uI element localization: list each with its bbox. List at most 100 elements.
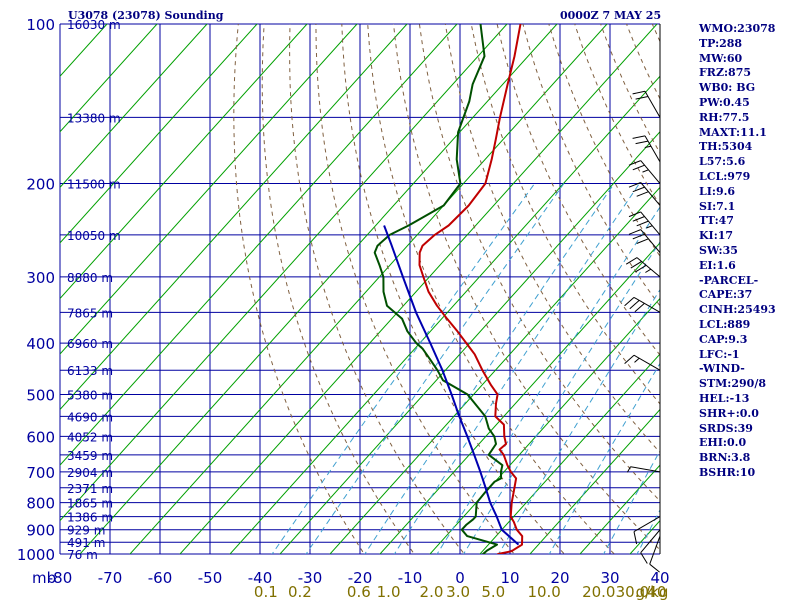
temperature-tick-label: -60: [148, 569, 173, 587]
index-item: MAXT:11.1: [699, 125, 767, 139]
barb-flag: [636, 191, 649, 197]
temperature-tick-label: -20: [348, 569, 373, 587]
barb-flag: [624, 297, 635, 307]
temperature-tick-label: -30: [298, 569, 323, 587]
height-label: 1865 m: [67, 497, 113, 511]
index-item: FRZ:875: [699, 66, 752, 80]
profile-line: [418, 24, 524, 554]
index-item: KI:17: [699, 229, 734, 243]
height-label: 6133 m: [67, 364, 113, 378]
index-item: TH:5304: [699, 140, 753, 154]
wind-barb: [632, 135, 661, 163]
barb-staff: [633, 296, 661, 313]
barb-staff: [636, 257, 661, 278]
mixing-ratio-line: [364, 183, 615, 554]
station-title: U3078 (23078) Sounding: [68, 9, 224, 22]
height-label: 929 m: [67, 524, 105, 538]
skewed-isotherm: [579, 464, 660, 554]
barb-flag: [632, 216, 645, 222]
skewed-isotherm: [60, 24, 258, 244]
skewed-isotherm: [479, 353, 660, 554]
height-label: 2904 m: [67, 466, 113, 480]
barb-staff: [633, 354, 661, 371]
barb-flag: [628, 229, 641, 235]
index-item: BSHR:10: [699, 465, 756, 479]
barb-flag: [635, 96, 649, 100]
barb-staff: [640, 529, 661, 554]
barb-staff: [640, 160, 661, 184]
skewed-isotherm: [129, 24, 608, 554]
skewed-isotherm: [329, 186, 660, 554]
height-label: 2371 m: [67, 482, 113, 496]
skewed-isotherm: [279, 131, 660, 554]
index-item: EI:1.6: [699, 258, 736, 272]
index-item: CAP:9.3: [699, 332, 748, 346]
index-item: SHR+:0.0: [699, 406, 759, 420]
barb-flag: [630, 260, 642, 269]
barb-flag: [640, 552, 648, 564]
skewed-isotherm: [60, 24, 408, 411]
height-label: 10050 m: [67, 229, 121, 243]
temperature-tick-label: 40: [650, 569, 669, 587]
height-label: 1386 m: [67, 511, 113, 525]
height-label: 6960 m: [67, 337, 113, 351]
height-label: 76 m: [67, 548, 98, 562]
index-item: LCL:979: [699, 169, 751, 183]
pressure-tick-label: 700: [26, 464, 55, 482]
barb-half-flag: [644, 145, 652, 148]
barb-half-flag: [626, 466, 631, 473]
temperature-tick-label: 20: [550, 569, 569, 587]
barb-flag: [629, 300, 640, 310]
mixing-ratio-line: [305, 183, 565, 554]
barb-staff: [649, 535, 661, 565]
skewed-isotherm: [60, 24, 208, 189]
barb-flag: [628, 160, 641, 166]
mixing-ratio-label: 40: [647, 583, 666, 600]
barb-half-flag: [646, 225, 653, 229]
height-label: 11500 m: [67, 178, 121, 192]
index-item: L57:5.6: [699, 155, 746, 169]
temperature-tick-label: 10: [500, 569, 519, 587]
skewed-isotherm: [60, 24, 358, 355]
mixing-ratio-line: [463, 240, 660, 554]
index-item: -WIND-: [699, 362, 745, 376]
sounding-profiles: [373, 24, 524, 554]
wind-barbs: [624, 24, 661, 573]
barb-staff: [633, 516, 661, 533]
profile-line: [383, 225, 520, 546]
index-item: RH:77.5: [699, 110, 750, 124]
wind-barb: [628, 160, 661, 184]
dry-adiabat: [393, 24, 660, 551]
barb-staff: [640, 211, 661, 236]
index-item: EHI:0.0: [699, 436, 747, 450]
wind-barb: [628, 182, 661, 206]
wind-barb: [628, 229, 661, 253]
dry-adiabat: [341, 24, 565, 554]
barb-flag: [634, 303, 645, 313]
barb-flag: [635, 140, 649, 145]
barb-half-flag: [642, 169, 649, 173]
wind-barb: [624, 354, 661, 371]
barb-half-flag: [645, 268, 652, 273]
barb-staff: [644, 135, 661, 163]
barb-flag: [628, 182, 641, 188]
index-item: WMO:23078: [699, 22, 776, 35]
mixing-ratio-line: [271, 183, 536, 554]
mixing-ratio-label: 20.0: [582, 583, 615, 600]
wind-barb: [633, 516, 661, 545]
skewed-isotherm: [79, 24, 558, 554]
barb-staff: [640, 229, 661, 253]
temperature-tick-label: -10: [398, 569, 423, 587]
index-item: WB0: BG: [699, 81, 756, 95]
mixing-ratio-label: 3.0: [446, 583, 470, 600]
skewed-isotherm: [60, 24, 158, 133]
index-item: CINH:25493: [699, 303, 776, 317]
barb-flag: [632, 135, 646, 139]
temperature-tick-label: -70: [98, 569, 123, 587]
index-item: CAPE:37: [699, 288, 753, 302]
barb-flag: [636, 220, 649, 227]
pressure-tick-label: 300: [26, 269, 55, 287]
index-item: -PARCEL-: [699, 273, 759, 287]
skewed-isotherm: [60, 24, 308, 300]
index-item: PW:0.45: [699, 95, 750, 109]
